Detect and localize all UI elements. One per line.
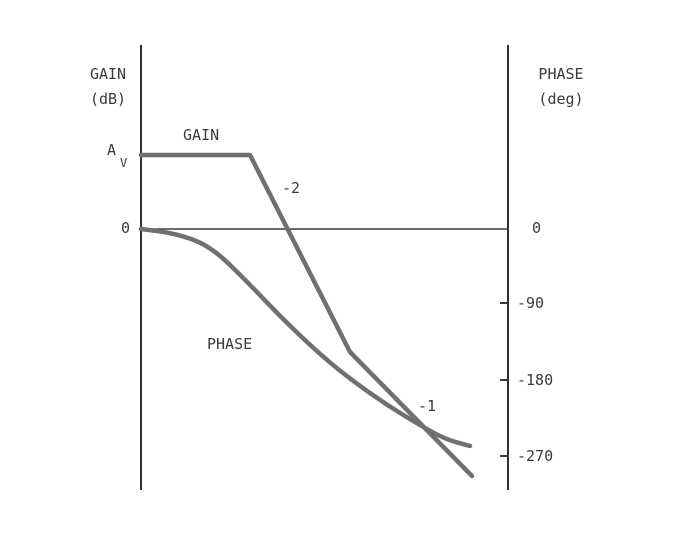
phase-tick-zero-label: 0 <box>532 219 541 237</box>
gain-tick-av: A <box>107 141 116 159</box>
phase-tick-minus-90-label: -90 <box>517 294 544 312</box>
slope-label-minus-1: -1 <box>418 397 436 415</box>
gain-tick-zero: 0 <box>121 219 130 237</box>
slope-label-minus-2: -2 <box>282 179 300 197</box>
gain-axis-label: GAIN <box>90 65 126 83</box>
gain-curve <box>138 152 475 479</box>
phase-axis-label: PHASE <box>538 65 583 83</box>
phase-tick-minus-180-label: -180 <box>517 371 553 389</box>
gain-tick-av-subscript: V <box>120 156 127 170</box>
gain-series-label: GAIN <box>183 126 219 144</box>
phase-tick-minus-270-label: -270 <box>517 447 553 465</box>
phase-axis-unit: (deg) <box>538 90 583 108</box>
phase-series-label: PHASE <box>207 335 252 353</box>
gain-axis-unit: (dB) <box>90 90 126 108</box>
